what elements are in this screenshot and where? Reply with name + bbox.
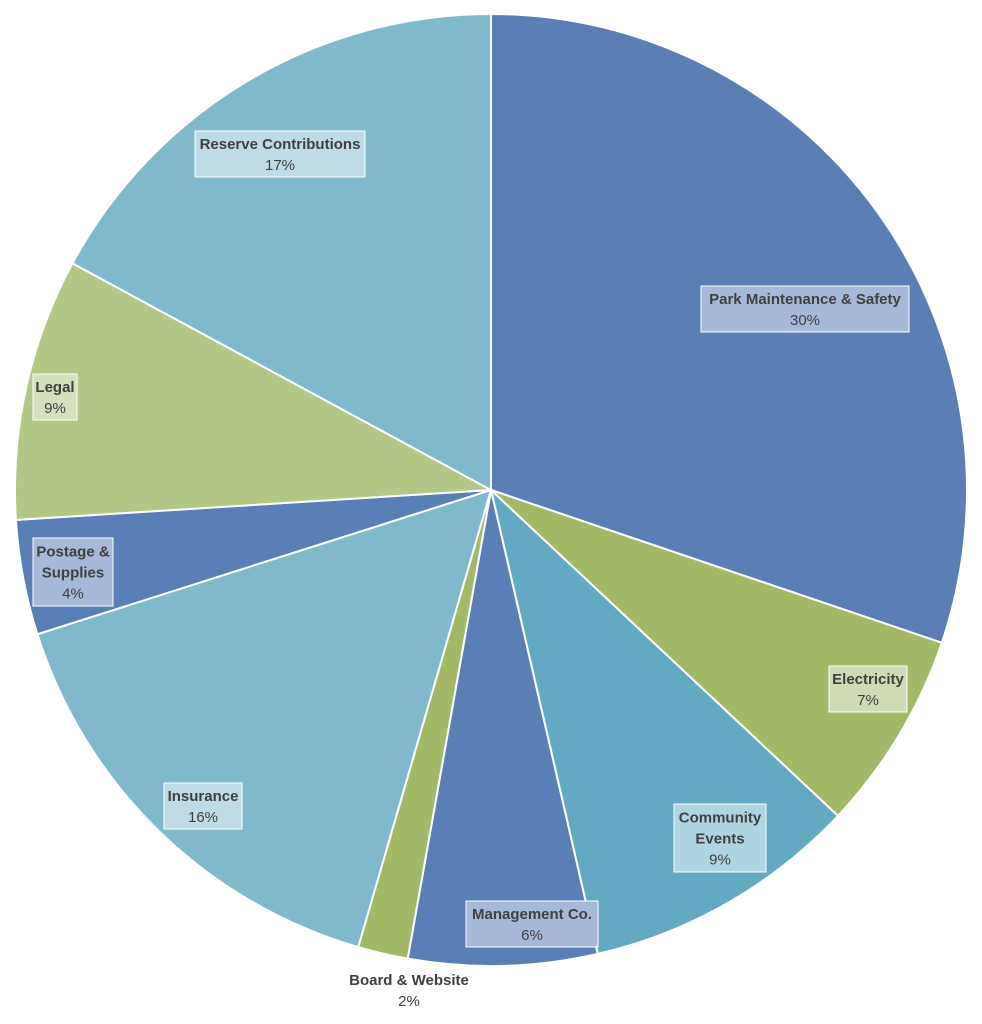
slice-percent: 6% [521,927,543,944]
slice-label-box [465,900,599,948]
slice-name: Legal [35,379,74,396]
slice-percent: 9% [44,400,66,417]
slice-label-box [32,373,78,421]
pie-slice-8 [71,12,492,492]
pie-slice-1 [490,489,944,818]
slice-label-5: Insurance 16% [163,782,243,830]
slice-name: Management Co. [472,906,592,923]
slice-name: Insurance [168,788,239,805]
slice-labels: Park Maintenance & Safety 30% Electricity 7… [32,130,910,1010]
slice-label-box [194,130,366,178]
slice-name: Community [679,809,762,826]
slice-label-1: Electricity 7% [828,665,908,713]
slice-percent: 30% [790,312,820,329]
pie-slice-7 [14,261,495,521]
slice-percent: 17% [265,157,295,174]
slice-label-box [32,537,114,607]
slice-label-4: Board & Website 2% [349,972,469,1010]
slice-label-2: Community Events 9% [673,803,767,873]
slice-percent: 9% [709,851,731,868]
slice-label-7: Legal 9% [32,373,78,421]
slice-name: Park Maintenance & Safety [709,291,901,308]
slice-label-6: Postage & Supplies 4% [32,537,114,607]
slice-name: Electricity [832,671,904,688]
slice-name: Events [695,830,744,847]
slice-label-box [828,665,908,713]
pie-slice-3 [406,489,599,967]
slice-name: Postage & [36,543,110,560]
slice-name: Board & Website [349,972,469,989]
slice-percent: 4% [62,585,84,602]
slices [14,12,968,967]
slice-percent: 2% [398,993,420,1010]
pie-slice-5 [36,488,493,949]
slice-label-box [700,285,910,333]
slice-label-box [673,803,767,873]
slice-label-8: Reserve Contributions 17% [194,130,366,178]
slice-label-box [163,782,243,830]
slice-percent: 7% [857,692,879,709]
slice-percent: 16% [188,809,218,826]
slice-label-3: Management Co. 6% [465,900,599,948]
slice-label-0: Park Maintenance & Safety 30% [700,285,910,333]
slice-name: Supplies [42,564,105,581]
slice-name: Reserve Contributions [200,136,361,153]
